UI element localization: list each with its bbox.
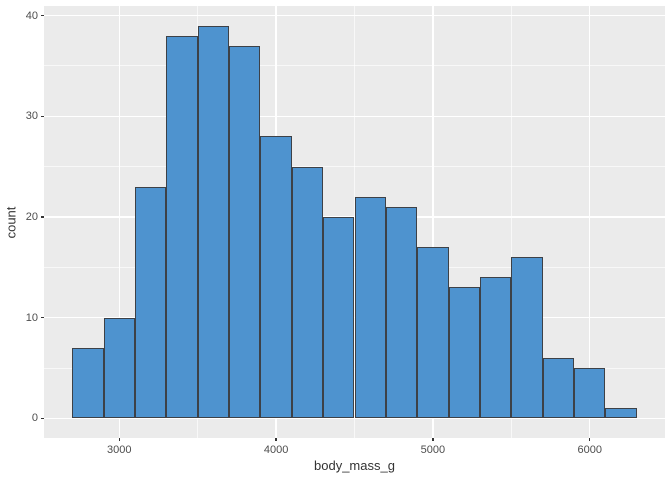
histogram-bar xyxy=(260,136,292,419)
histogram-bar xyxy=(417,247,449,419)
tick y xyxy=(41,316,44,319)
histogram-bar xyxy=(385,206,418,419)
x-tick-label: 4000 xyxy=(263,444,289,456)
y-tick-label: 10 xyxy=(25,311,38,324)
histogram-bar xyxy=(574,368,606,419)
histogram-bar xyxy=(229,45,261,419)
histogram-bar xyxy=(323,216,355,419)
gridline xyxy=(588,6,591,438)
histogram-bar xyxy=(103,317,135,419)
gridline xyxy=(44,417,665,420)
histogram-bar xyxy=(542,357,575,419)
plot-panel xyxy=(44,6,665,438)
histogram-bar xyxy=(134,186,167,419)
histogram-bar xyxy=(479,277,512,419)
histogram-bar xyxy=(354,196,386,419)
histogram-bar xyxy=(511,257,543,419)
tick x xyxy=(275,438,277,441)
histogram-bar xyxy=(291,166,324,419)
gridline xyxy=(510,6,512,438)
y-tick-label: 20 xyxy=(25,210,38,223)
tick x xyxy=(118,438,121,441)
tick y xyxy=(41,216,44,218)
tick y xyxy=(41,14,44,17)
x-axis-title: body_mass_g xyxy=(314,458,395,473)
histogram-bar xyxy=(448,287,480,419)
gridline xyxy=(44,14,665,17)
histogram-bar xyxy=(72,347,104,419)
gridline xyxy=(44,115,665,118)
y-axis-title-wrap: count xyxy=(0,6,22,438)
x-tick-label: 6000 xyxy=(577,444,602,456)
tick x xyxy=(588,438,591,441)
histogram-bar xyxy=(605,408,637,419)
y-tick-label: 30 xyxy=(25,110,38,123)
gridline xyxy=(118,6,121,438)
tick x xyxy=(432,438,434,441)
y-tick-label: 0 xyxy=(31,412,38,425)
histogram-bar xyxy=(166,35,198,419)
tick y xyxy=(41,417,44,420)
x-tick-label: 5000 xyxy=(420,444,446,456)
y-tick-label: 40 xyxy=(25,9,38,22)
gridline xyxy=(432,6,434,438)
tick y xyxy=(41,115,44,118)
histogram-bar xyxy=(197,25,230,419)
x-tick-label: 3000 xyxy=(107,444,132,456)
y-axis-title: count xyxy=(3,206,19,238)
